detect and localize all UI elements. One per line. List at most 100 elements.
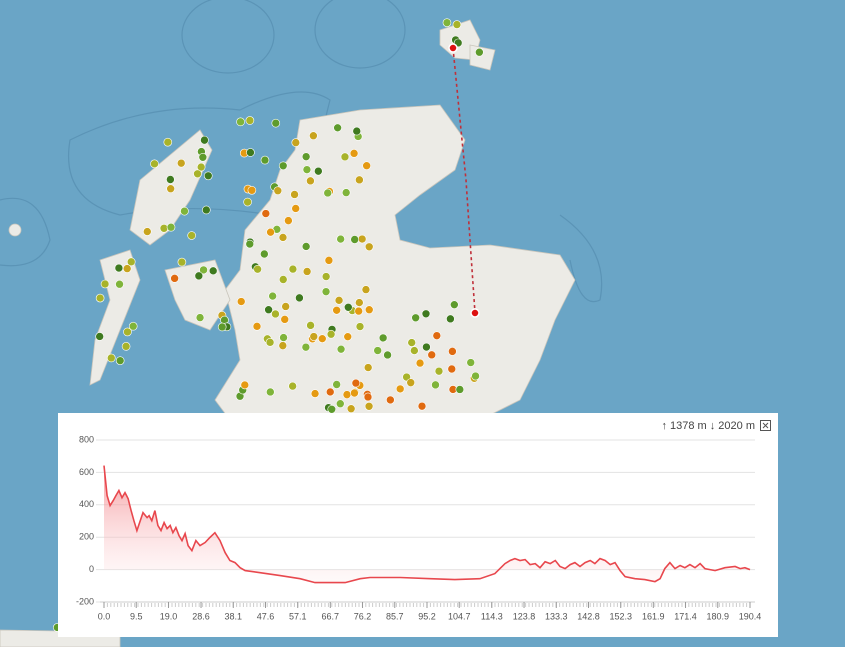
site-marker[interactable] xyxy=(266,387,275,397)
site-marker[interactable] xyxy=(355,298,364,307)
site-marker[interactable] xyxy=(343,332,353,341)
site-marker[interactable] xyxy=(417,401,427,411)
site-marker[interactable] xyxy=(236,117,245,127)
site-marker[interactable] xyxy=(159,223,169,233)
site-marker[interactable] xyxy=(354,306,363,316)
site-marker[interactable] xyxy=(170,274,179,283)
site-marker[interactable] xyxy=(325,387,335,397)
site-marker[interactable] xyxy=(271,309,280,319)
site-marker[interactable] xyxy=(166,175,175,184)
site-marker[interactable] xyxy=(321,287,331,296)
site-marker[interactable] xyxy=(363,363,373,372)
site-marker[interactable] xyxy=(386,395,395,405)
site-marker[interactable] xyxy=(150,159,159,169)
site-marker[interactable] xyxy=(301,342,311,352)
site-marker[interactable] xyxy=(203,171,213,181)
site-marker[interactable] xyxy=(202,205,211,215)
site-marker[interactable] xyxy=(278,341,288,350)
site-marker[interactable] xyxy=(180,206,189,216)
site-marker[interactable] xyxy=(114,263,124,273)
site-marker[interactable] xyxy=(355,322,365,331)
site-marker[interactable] xyxy=(407,338,417,347)
site-marker[interactable] xyxy=(302,165,312,174)
site-marker[interactable] xyxy=(115,356,125,365)
site-marker[interactable] xyxy=(321,272,331,281)
site-marker[interactable] xyxy=(306,176,315,186)
site-marker[interactable] xyxy=(378,333,388,343)
site-marker[interactable] xyxy=(342,390,352,399)
site-marker[interactable] xyxy=(324,256,334,265)
site-marker[interactable] xyxy=(351,378,361,388)
site-marker[interactable] xyxy=(450,300,459,309)
site-marker[interactable] xyxy=(291,204,301,213)
site-marker[interactable] xyxy=(364,401,374,411)
site-marker[interactable] xyxy=(434,366,444,376)
site-marker[interactable] xyxy=(432,331,442,340)
site-marker[interactable] xyxy=(336,234,345,244)
site-marker[interactable] xyxy=(252,322,262,331)
site-marker[interactable] xyxy=(471,371,480,381)
site-marker[interactable] xyxy=(323,188,333,198)
site-marker[interactable] xyxy=(350,388,359,398)
site-marker[interactable] xyxy=(288,264,298,274)
site-marker[interactable] xyxy=(126,257,136,267)
site-marker[interactable] xyxy=(349,149,359,158)
site-marker[interactable] xyxy=(301,242,311,251)
site-marker[interactable] xyxy=(264,305,273,315)
site-marker[interactable] xyxy=(291,138,301,147)
site-marker[interactable] xyxy=(383,350,392,360)
site-marker[interactable] xyxy=(373,346,382,355)
site-marker[interactable] xyxy=(177,257,187,267)
site-marker[interactable] xyxy=(187,231,196,240)
site-marker[interactable] xyxy=(301,152,311,161)
site-marker[interactable] xyxy=(122,264,132,273)
site-marker[interactable] xyxy=(350,235,359,244)
site-marker[interactable] xyxy=(352,126,362,136)
site-marker[interactable] xyxy=(199,265,208,275)
site-marker[interactable] xyxy=(217,322,227,332)
site-marker[interactable] xyxy=(455,385,465,394)
site-marker[interactable] xyxy=(357,234,367,244)
site-marker[interactable] xyxy=(309,131,318,141)
site-marker[interactable] xyxy=(332,305,341,315)
site-marker[interactable] xyxy=(240,380,250,390)
site-marker[interactable] xyxy=(362,161,371,171)
site-marker[interactable] xyxy=(200,135,209,145)
site-marker[interactable] xyxy=(284,216,293,225)
site-marker[interactable] xyxy=(309,332,319,341)
site-marker[interactable] xyxy=(268,291,277,301)
site-marker[interactable] xyxy=(193,169,202,179)
site-marker[interactable] xyxy=(364,305,374,315)
site-marker[interactable] xyxy=(334,296,344,305)
site-marker[interactable] xyxy=(306,321,315,330)
site-marker[interactable] xyxy=(446,314,455,324)
close-button[interactable] xyxy=(760,420,771,431)
site-marker[interactable] xyxy=(452,20,462,29)
site-marker[interactable] xyxy=(326,329,336,339)
site-marker[interactable] xyxy=(247,185,257,195)
site-marker[interactable] xyxy=(142,227,152,236)
site-marker[interactable] xyxy=(295,293,304,303)
route-start[interactable] xyxy=(448,43,458,53)
site-marker[interactable] xyxy=(271,118,281,128)
site-marker[interactable] xyxy=(95,332,104,341)
site-marker[interactable] xyxy=(327,404,337,414)
site-marker[interactable] xyxy=(280,315,290,324)
site-marker[interactable] xyxy=(260,155,270,165)
site-marker[interactable] xyxy=(106,353,116,363)
site-marker[interactable] xyxy=(466,358,476,367)
site-marker[interactable] xyxy=(123,327,132,337)
site-marker[interactable] xyxy=(281,302,290,311)
site-marker[interactable] xyxy=(427,350,437,360)
site-marker[interactable] xyxy=(410,346,419,355)
site-marker[interactable] xyxy=(261,209,271,218)
site-marker[interactable] xyxy=(363,392,373,402)
site-marker[interactable] xyxy=(115,279,124,289)
site-marker[interactable] xyxy=(273,186,283,196)
site-marker[interactable] xyxy=(278,275,288,284)
site-marker[interactable] xyxy=(335,399,345,409)
site-marker[interactable] xyxy=(236,297,246,306)
site-marker[interactable] xyxy=(310,389,320,398)
site-marker[interactable] xyxy=(176,158,186,168)
site-marker[interactable] xyxy=(336,344,346,354)
